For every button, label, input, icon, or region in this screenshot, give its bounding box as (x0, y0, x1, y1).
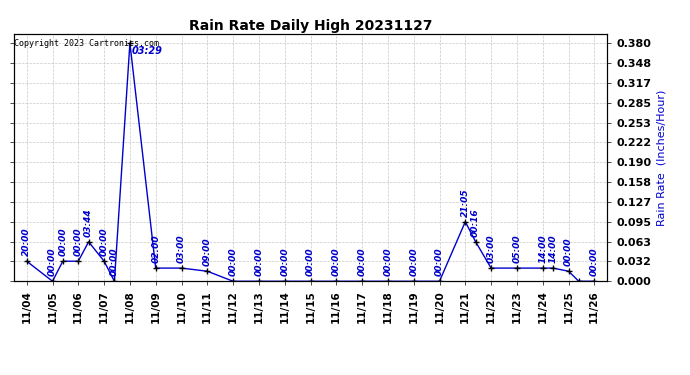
Text: 00:00: 00:00 (48, 248, 57, 276)
Text: 00:16: 00:16 (471, 208, 480, 237)
Text: Copyright 2023 Cartronics.com: Copyright 2023 Cartronics.com (14, 39, 159, 48)
Title: Rain Rate Daily High 20231127: Rain Rate Daily High 20231127 (189, 19, 432, 33)
Text: 00:00: 00:00 (99, 228, 108, 256)
Text: 05:00: 05:00 (513, 234, 522, 263)
Text: 00:00: 00:00 (384, 248, 393, 276)
Text: 00:00: 00:00 (228, 248, 237, 276)
Y-axis label: Rain Rate  (Inches/Hour): Rain Rate (Inches/Hour) (657, 89, 667, 226)
Text: 00:00: 00:00 (332, 248, 341, 276)
Text: 00:00: 00:00 (110, 248, 119, 276)
Text: 21:05: 21:05 (461, 188, 470, 217)
Text: 14:00: 14:00 (538, 234, 547, 263)
Text: 09:00: 09:00 (203, 238, 212, 266)
Text: 00:00: 00:00 (280, 248, 289, 276)
Text: 02:00: 02:00 (151, 234, 160, 263)
Text: 00:00: 00:00 (59, 228, 68, 256)
Text: 14:00: 14:00 (549, 234, 558, 263)
Text: 00:00: 00:00 (357, 248, 366, 276)
Text: 00:00: 00:00 (564, 238, 573, 266)
Text: 03:29: 03:29 (131, 46, 162, 56)
Text: 03:00: 03:00 (486, 234, 495, 263)
Text: 00:00: 00:00 (435, 248, 444, 276)
Text: 00:00: 00:00 (306, 248, 315, 276)
Text: 00:00: 00:00 (409, 248, 418, 276)
Text: 00:00: 00:00 (255, 248, 264, 276)
Text: 00:00: 00:00 (590, 248, 599, 276)
Text: 03:44: 03:44 (84, 208, 93, 237)
Text: 20:00: 20:00 (22, 228, 31, 256)
Text: 03:00: 03:00 (177, 234, 186, 263)
Text: 00:00: 00:00 (74, 228, 83, 256)
